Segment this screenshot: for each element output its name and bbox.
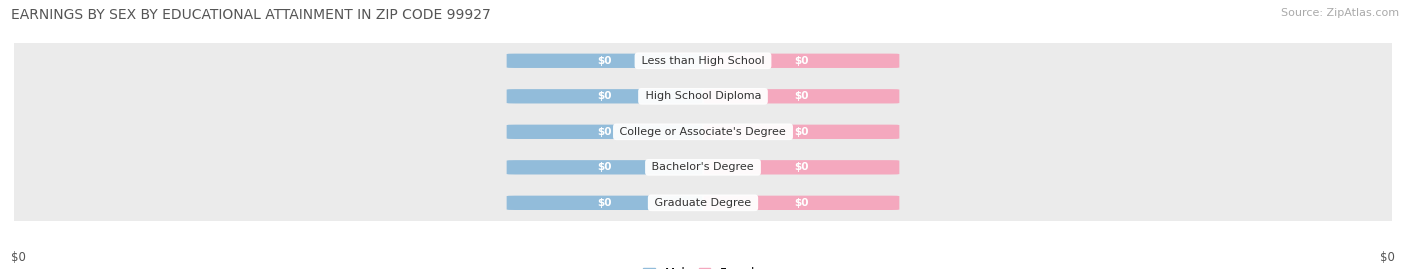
FancyBboxPatch shape [506,160,703,175]
Legend: Male, Female: Male, Female [641,264,765,269]
Text: Bachelor's Degree: Bachelor's Degree [648,162,758,172]
FancyBboxPatch shape [506,54,703,68]
FancyBboxPatch shape [4,185,1402,221]
Text: Source: ZipAtlas.com: Source: ZipAtlas.com [1281,8,1399,18]
Text: $0: $0 [598,162,612,172]
Text: High School Diploma: High School Diploma [641,91,765,101]
Text: College or Associate's Degree: College or Associate's Degree [616,127,790,137]
Text: $0: $0 [598,198,612,208]
FancyBboxPatch shape [506,196,703,210]
FancyBboxPatch shape [703,160,900,175]
Text: $0: $0 [794,198,808,208]
FancyBboxPatch shape [703,125,900,139]
Text: Less than High School: Less than High School [638,56,768,66]
Text: $0: $0 [11,251,27,264]
FancyBboxPatch shape [4,149,1402,186]
FancyBboxPatch shape [4,78,1402,115]
Text: $0: $0 [794,91,808,101]
Text: $0: $0 [794,56,808,66]
Text: $0: $0 [598,56,612,66]
FancyBboxPatch shape [703,54,900,68]
Text: $0: $0 [598,91,612,101]
Text: $0: $0 [794,127,808,137]
FancyBboxPatch shape [506,89,703,104]
FancyBboxPatch shape [4,43,1402,79]
Text: $0: $0 [1379,251,1395,264]
FancyBboxPatch shape [703,196,900,210]
FancyBboxPatch shape [506,125,703,139]
Text: $0: $0 [598,127,612,137]
FancyBboxPatch shape [703,89,900,104]
Text: EARNINGS BY SEX BY EDUCATIONAL ATTAINMENT IN ZIP CODE 99927: EARNINGS BY SEX BY EDUCATIONAL ATTAINMEN… [11,8,491,22]
Text: $0: $0 [794,162,808,172]
Text: Graduate Degree: Graduate Degree [651,198,755,208]
FancyBboxPatch shape [4,114,1402,150]
